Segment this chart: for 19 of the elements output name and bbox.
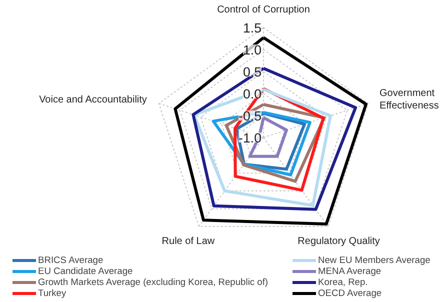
y-tick-label: 0.5 (242, 64, 262, 80)
legend-label: EU Candidate Average (38, 266, 133, 276)
y-tick-label: 0.0 (242, 86, 262, 102)
spoke-label: Control of Corruption (217, 4, 310, 16)
legend-label: New EU Members Average (318, 255, 430, 265)
legend-label: BRICS Average (38, 255, 104, 265)
y-tick-label: -1.0 (238, 130, 262, 146)
y-tick-label: 1.5 (242, 20, 262, 36)
y-tick-label: -0.5 (238, 108, 262, 124)
spoke-label: Voice and Accountability (39, 94, 147, 106)
y-tick-label: 1.0 (242, 42, 262, 58)
spoke-label: Regulatory Quality (298, 236, 380, 248)
legend-label: Korea, Rep. (318, 277, 368, 287)
legend-label: OECD Average (318, 288, 382, 298)
legend-label: Turkey (38, 288, 66, 298)
legend-label: MENA Average (318, 266, 382, 276)
legend-label: Growth Markets Average (excluding Korea, Republic of) (38, 277, 268, 287)
spoke-label: Rule of Law (162, 236, 216, 248)
spoke-label: Government Effectiveness (380, 88, 439, 112)
